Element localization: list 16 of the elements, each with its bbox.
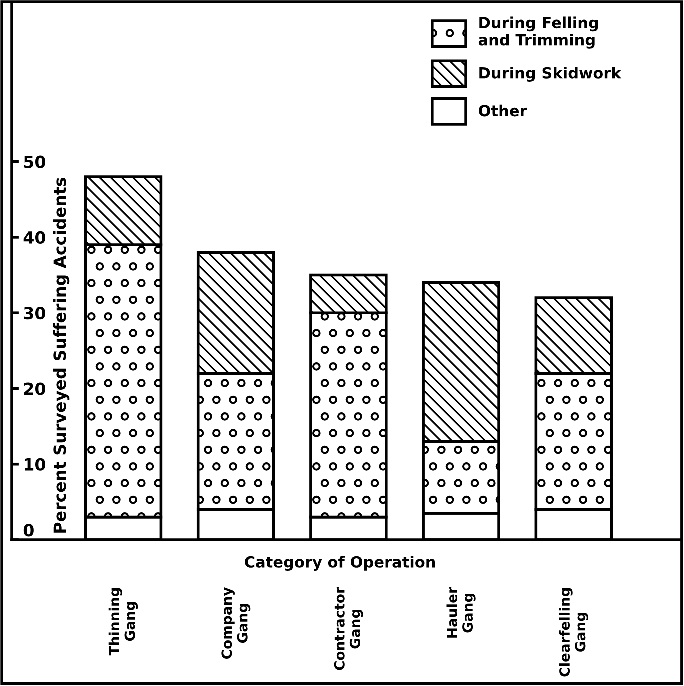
y-tick-label: 0 xyxy=(24,524,34,537)
x-axis-title: Category of Operation xyxy=(245,556,436,572)
y-tick-label: 10 xyxy=(24,458,46,471)
x-tick-label: Company Gang xyxy=(222,587,251,659)
y-axis-title: Percent Surveyed Suffering Accidents xyxy=(53,178,70,533)
x-tick-label: Contractor Gang xyxy=(334,587,364,670)
legend-label: During Felling and Trimming xyxy=(478,16,598,49)
x-tick-label: Hauler Gang xyxy=(446,587,476,638)
x-tick-label: Clearfelling Gang xyxy=(559,588,589,677)
y-tick-label: 30 xyxy=(24,307,46,320)
y-tick-label: 20 xyxy=(24,382,46,396)
x-tick-label: Thinning Gang xyxy=(108,588,138,656)
legend-label: During Skidwork xyxy=(480,67,622,82)
y-tick-label: 40 xyxy=(24,231,46,244)
legend-label: Other xyxy=(479,104,528,117)
y-tick-label: 50 xyxy=(24,156,46,168)
